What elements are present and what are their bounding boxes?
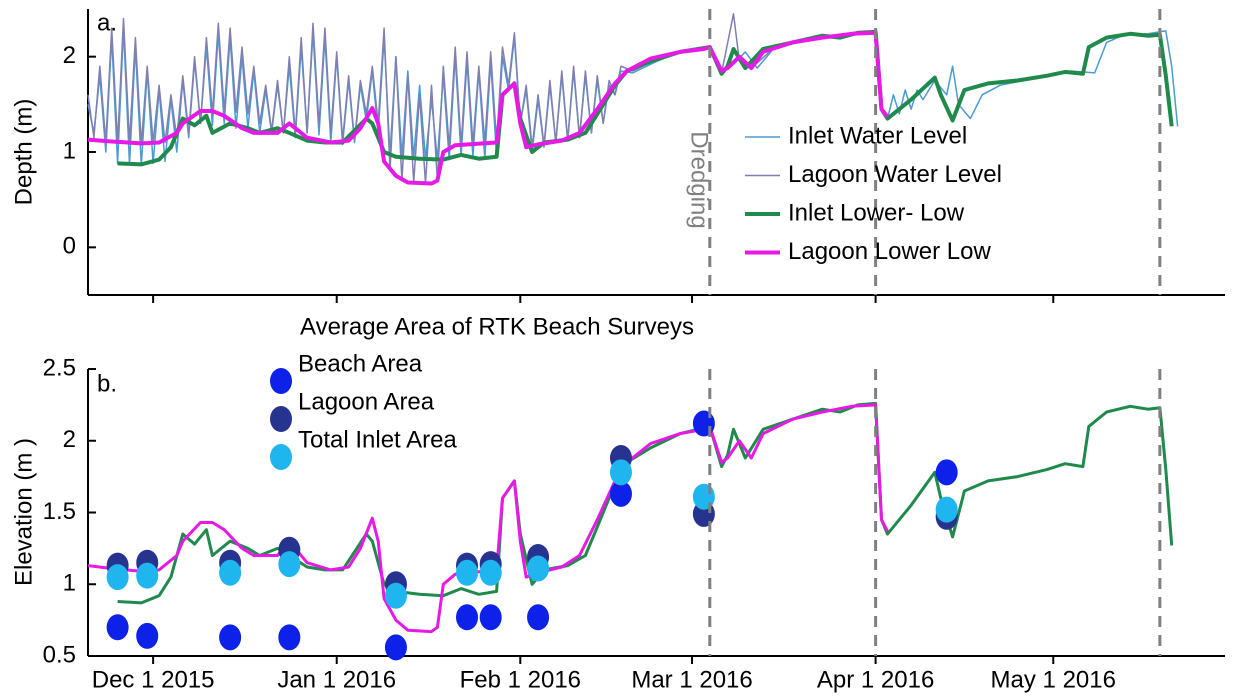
scatter-point [278,551,301,578]
legend-label: Lagoon Area [298,388,435,415]
scatter-point [479,559,502,586]
annotation: Dredging [686,131,713,228]
y-tick-label: 1 [63,137,76,164]
legend-label: Lagoon Lower Low [788,238,991,265]
scatter-point [136,562,159,589]
y-axis-label: Depth (m) [10,99,37,206]
series-line [87,30,890,186]
legend-title: Average Area of RTK Beach Surveys [300,313,694,340]
scatter-point [219,624,242,651]
panel-label: b. [97,370,117,397]
series-line [87,403,889,634]
legend-label: Beach Area [298,350,423,377]
scatter-point [935,459,958,486]
x-tick-label: Jan 1 2016 [277,666,396,693]
scatter-point [527,604,550,631]
scatter-point [692,483,715,510]
scatter-point [935,496,958,523]
y-tick-label: 2.5 [43,354,76,381]
scatter-point [384,634,407,661]
legend-swatch [270,406,292,432]
x-tick-label: Dec 1 2015 [92,666,215,693]
y-tick-label: 0.5 [43,641,76,668]
legend-label: Inlet Water Level [788,122,967,149]
scatter-point [106,614,129,641]
legend-label: Lagoon Water Level [788,161,1002,188]
scatter-point [136,622,159,649]
legend-swatch [270,444,292,470]
scatter-point [278,624,301,651]
scatter-point [609,459,632,486]
scatter-point [456,604,478,631]
x-tick-label: May 1 2016 [991,666,1116,693]
legend-label: Inlet Lower- Low [788,199,965,226]
panel-label: a. [97,9,117,36]
scatter-point [219,559,242,586]
series-line [87,27,1179,167]
scatter-point [609,480,632,507]
scatter-point [456,559,478,586]
scatter-point [479,604,502,631]
legend-swatch [270,368,292,394]
y-tick-label: 2 [63,426,76,453]
x-tick-label: Mar 1 2016 [631,666,752,693]
scatter-point [527,555,550,582]
y-tick-label: 1 [63,570,76,597]
scatter-point [106,564,129,591]
scatter-point [384,582,407,609]
y-tick-label: 1.5 [43,498,76,525]
x-tick-label: Feb 1 2016 [460,666,581,693]
y-axis-label: Elevation (m ) [10,438,37,586]
x-tick-label: Apr 1 2016 [817,666,934,693]
legend-label: Total Inlet Area [298,426,457,453]
y-tick-label: 0 [63,233,76,260]
series-line [117,401,1174,605]
y-tick-label: 2 [63,42,76,69]
scatter-point [692,410,715,437]
